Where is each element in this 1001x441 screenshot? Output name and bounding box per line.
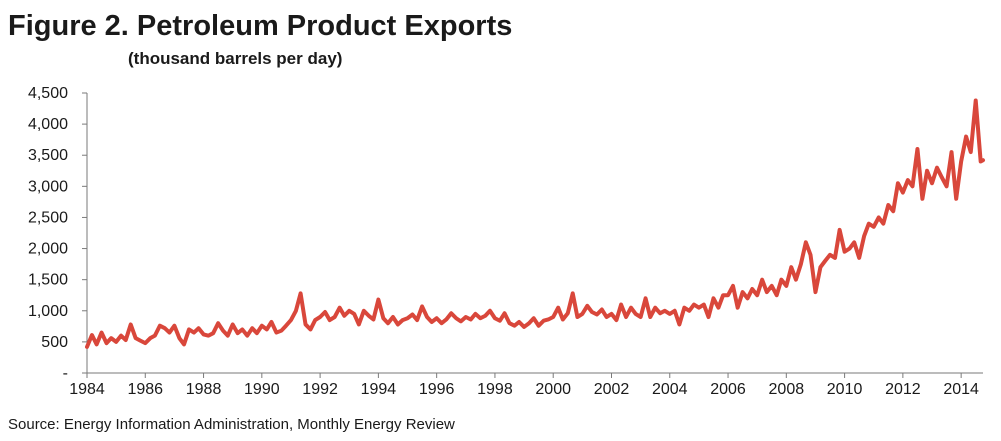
- source-note: Source: Energy Information Administratio…: [8, 416, 455, 433]
- x-tick-label: 1998: [477, 381, 513, 398]
- chart-title: Figure 2. Petroleum Product Exports: [8, 10, 513, 42]
- series-line: [85, 98, 985, 349]
- y-tick-label: 2,500: [28, 209, 68, 226]
- y-axis-ticks: - 500 1,000 1,500 2,000 2,500 3,000 3,500 4,000 4…: [28, 85, 87, 382]
- x-tick-label: 1988: [186, 381, 222, 398]
- y-tick-label: 4,000: [28, 116, 68, 133]
- x-tick-label: 2012: [885, 381, 921, 398]
- y-tick-label: 2,000: [28, 241, 68, 258]
- x-tick-label: 1984: [69, 381, 105, 398]
- x-tick-label: 2004: [652, 381, 688, 398]
- x-tick-label: 1994: [361, 381, 397, 398]
- x-tick-label: 2006: [710, 381, 746, 398]
- x-tick-label: 2000: [535, 381, 571, 398]
- y-tick-label: 3,500: [28, 147, 68, 164]
- chart-subtitle: (thousand barrels per day): [128, 49, 343, 68]
- x-tick-label: 2010: [827, 381, 863, 398]
- x-axis-ticks: 1984 1986 1988 1990 1992 1994 1996 1998 2000 2002…: [69, 373, 979, 398]
- x-tick-label: 1986: [127, 381, 163, 398]
- y-tick-label: -: [63, 365, 68, 382]
- series-group: [85, 98, 985, 349]
- y-tick-label: 1,000: [28, 303, 68, 320]
- y-tick-label: 3,000: [28, 178, 68, 195]
- y-tick-label: 1,500: [28, 272, 68, 289]
- x-tick-label: 2008: [769, 381, 805, 398]
- x-tick-label: 1990: [244, 381, 280, 398]
- x-tick-label: 2002: [594, 381, 630, 398]
- chart-axes: [86, 93, 983, 374]
- x-tick-label: 2014: [943, 381, 979, 398]
- y-tick-label: 500: [41, 334, 68, 351]
- x-tick-label: 1992: [302, 381, 338, 398]
- y-tick-label: 4,500: [28, 85, 68, 102]
- x-tick-label: 1996: [419, 381, 455, 398]
